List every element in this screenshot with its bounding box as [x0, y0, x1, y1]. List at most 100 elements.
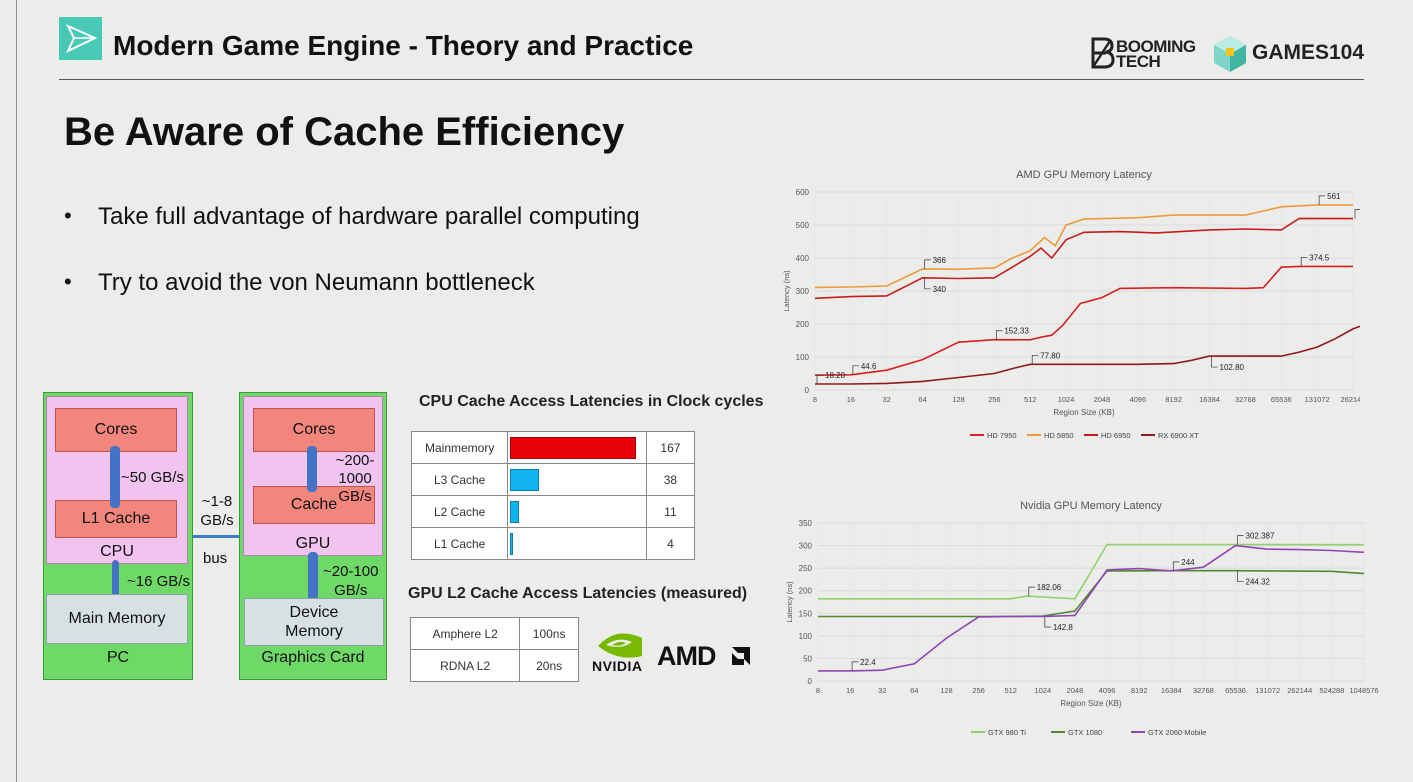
cpu-cache-bar [510, 468, 539, 491]
data-label: 22.4 [860, 658, 876, 667]
x-tick-label: 262144 [1340, 395, 1360, 404]
gpu-cache-label: Cache [290, 496, 338, 513]
cpu-label: CPU [100, 543, 134, 560]
amd-logo: AMD [657, 641, 750, 671]
series-line-hd-5850 [814, 204, 1353, 289]
amd-latency-chart: AMD GPU Memory Latency 0 100 200 300 400 500 60… [760, 160, 1413, 450]
series-line-hd-7950 [814, 265, 1353, 376]
x-tick-label: 131072 [1305, 395, 1330, 404]
y-tick-label: 0 [808, 677, 813, 686]
data-label: 340 [933, 285, 947, 294]
gpu-bw-device: ~20-100 GB/s [323, 562, 378, 600]
x-tick-label: 8192 [1165, 395, 1182, 404]
gpu-label: GPU [295, 535, 331, 552]
data-label-leader [852, 365, 859, 375]
main-memory-box: Main Memory [46, 594, 188, 644]
data-label-leader [1237, 535, 1244, 545]
x-tick-label: 256 [972, 686, 985, 695]
x-tick-label: 1024 [1034, 686, 1051, 695]
gpu-cache-name: Amphere L2 [409, 617, 521, 650]
main-memory-label: Main Memory [68, 610, 166, 627]
x-tick-label: 524288 [1319, 686, 1344, 695]
cpu-cache-bar [510, 436, 637, 459]
cpu-bw-cores-l1: ~50 GB/s [121, 469, 184, 486]
x-tick-label: 32768 [1235, 395, 1256, 404]
data-label-leader [1031, 354, 1039, 365]
cpu-cache-value: 38 [645, 463, 696, 496]
data-label: 102.80 [1220, 363, 1245, 372]
legend-entry: RX 6900 XT [1158, 431, 1199, 440]
gpu-bw-device-line1: ~20-100 [323, 563, 379, 580]
data-label: 366 [933, 256, 947, 265]
cpu-cache-bar [510, 500, 519, 523]
cpu-cache-value: 167 [645, 431, 696, 464]
pc-label: PC [106, 649, 130, 666]
cpu-cache-bar-cell [507, 431, 647, 464]
left-edge-bar [0, 0, 17, 782]
x-tick-label: 64 [910, 686, 918, 695]
x-tick-label: 4096 [1129, 395, 1146, 404]
legend-entry: HD 5850 [1044, 431, 1074, 440]
y-tick-label: 500 [796, 221, 810, 230]
y-tick-label: 350 [799, 519, 813, 528]
x-tick-label: 64 [918, 395, 926, 404]
x-axis-label: Region Size (KB) [1060, 699, 1122, 708]
x-axis-label: Region Size (KB) [1053, 408, 1115, 417]
y-tick-label: 150 [799, 609, 813, 618]
cpu-cache-row: L3 Cache 38 [410, 463, 696, 496]
data-label: 244 [1181, 558, 1195, 567]
data-label: 374.5 [1309, 253, 1330, 262]
cpu-l1-label: L1 Cache [81, 510, 151, 527]
cpu-cache-table-title: CPU Cache Access Latencies in Clock cycl… [419, 393, 764, 410]
x-tick-label: 256 [988, 395, 1001, 404]
graphics-card-label: Graphics Card [261, 649, 365, 666]
gpu-cache-table-title: GPU L2 Cache Access Latencies (measured) [408, 585, 748, 602]
booming-b-icon [1091, 37, 1115, 69]
series-line-hd-6950 [814, 217, 1354, 300]
nvidia-latency-chart-svg: Nvidia GPU Memory Latency 0 50 100 150 200 250… [785, 500, 1379, 737]
x-tick-label: 2048 [1094, 395, 1111, 404]
data-label: 152.33 [1004, 327, 1029, 336]
amd-arrow-icon [732, 647, 750, 665]
data-label: 18.20 [825, 371, 846, 380]
data-label: 561 [1327, 192, 1341, 201]
chart-title: AMD GPU Memory Latency [1016, 169, 1152, 181]
data-label-leader [816, 374, 823, 384]
architecture-diagram: PC CPU Cores L1 Cache ~50 GB/s ~16 GB/s … [41, 390, 391, 682]
gpu-bw-cores-cache-line2: GB/s [338, 488, 372, 505]
x-tick-label: 128 [952, 395, 965, 404]
x-tick-label: 8192 [1131, 686, 1148, 695]
brand-games-text: GAMES104 [1252, 41, 1365, 64]
nvidia-latency-chart: Nvidia GPU Memory Latency 0 50 100 150 200 250… [760, 490, 1382, 745]
amd-wordmark: AMD [657, 641, 716, 671]
cpu-cache-name: Mainmemory [410, 431, 509, 464]
y-tick-label: 200 [799, 587, 813, 596]
y-axis-label: Latency (ns) [782, 270, 791, 312]
data-label-leader [1237, 570, 1244, 583]
y-tick-label: 300 [796, 287, 810, 296]
cpu-core-l1-link [110, 446, 120, 508]
cpu-cache-table: Mainmemory 167 L3 Cache 38 L2 Cache 11 L1 Cach… [410, 431, 696, 560]
cpu-cache-name: L3 Cache [410, 463, 509, 496]
gpu-device-memory-link [308, 552, 318, 600]
data-label-leader [924, 277, 931, 290]
gpu-cores-label: Cores [292, 421, 336, 438]
series-line-rx-6900-xt [815, 314, 1390, 385]
games-cube-icon [1214, 36, 1246, 72]
y-tick-label: 600 [796, 188, 810, 197]
x-tick-label: 65536 [1271, 395, 1292, 404]
legend-entry: GTX 2060 Mobile [1148, 728, 1206, 737]
course-title: Modern Game Engine - Theory and Practice [113, 30, 694, 61]
data-label-leader [1211, 356, 1218, 368]
gpu-cache-row: Amphere L2 100ns [409, 617, 579, 650]
cpu-cache-bar [510, 532, 514, 555]
gpu-cache-row: RDNA L2 20ns [409, 649, 579, 682]
gpu-cache-value: 100ns [519, 617, 579, 650]
cpu-cache-value: 11 [645, 495, 696, 528]
device-memory-line1: Device [289, 604, 339, 621]
data-label: 302.387 [1246, 531, 1275, 540]
bullet-item: Take full advantage of hardware parallel… [64, 203, 640, 269]
cpu-cores-label: Cores [94, 421, 138, 438]
brand-booming-line2: TECH [1116, 52, 1161, 71]
bus-bw: ~1-8 GB/s [196, 492, 238, 530]
